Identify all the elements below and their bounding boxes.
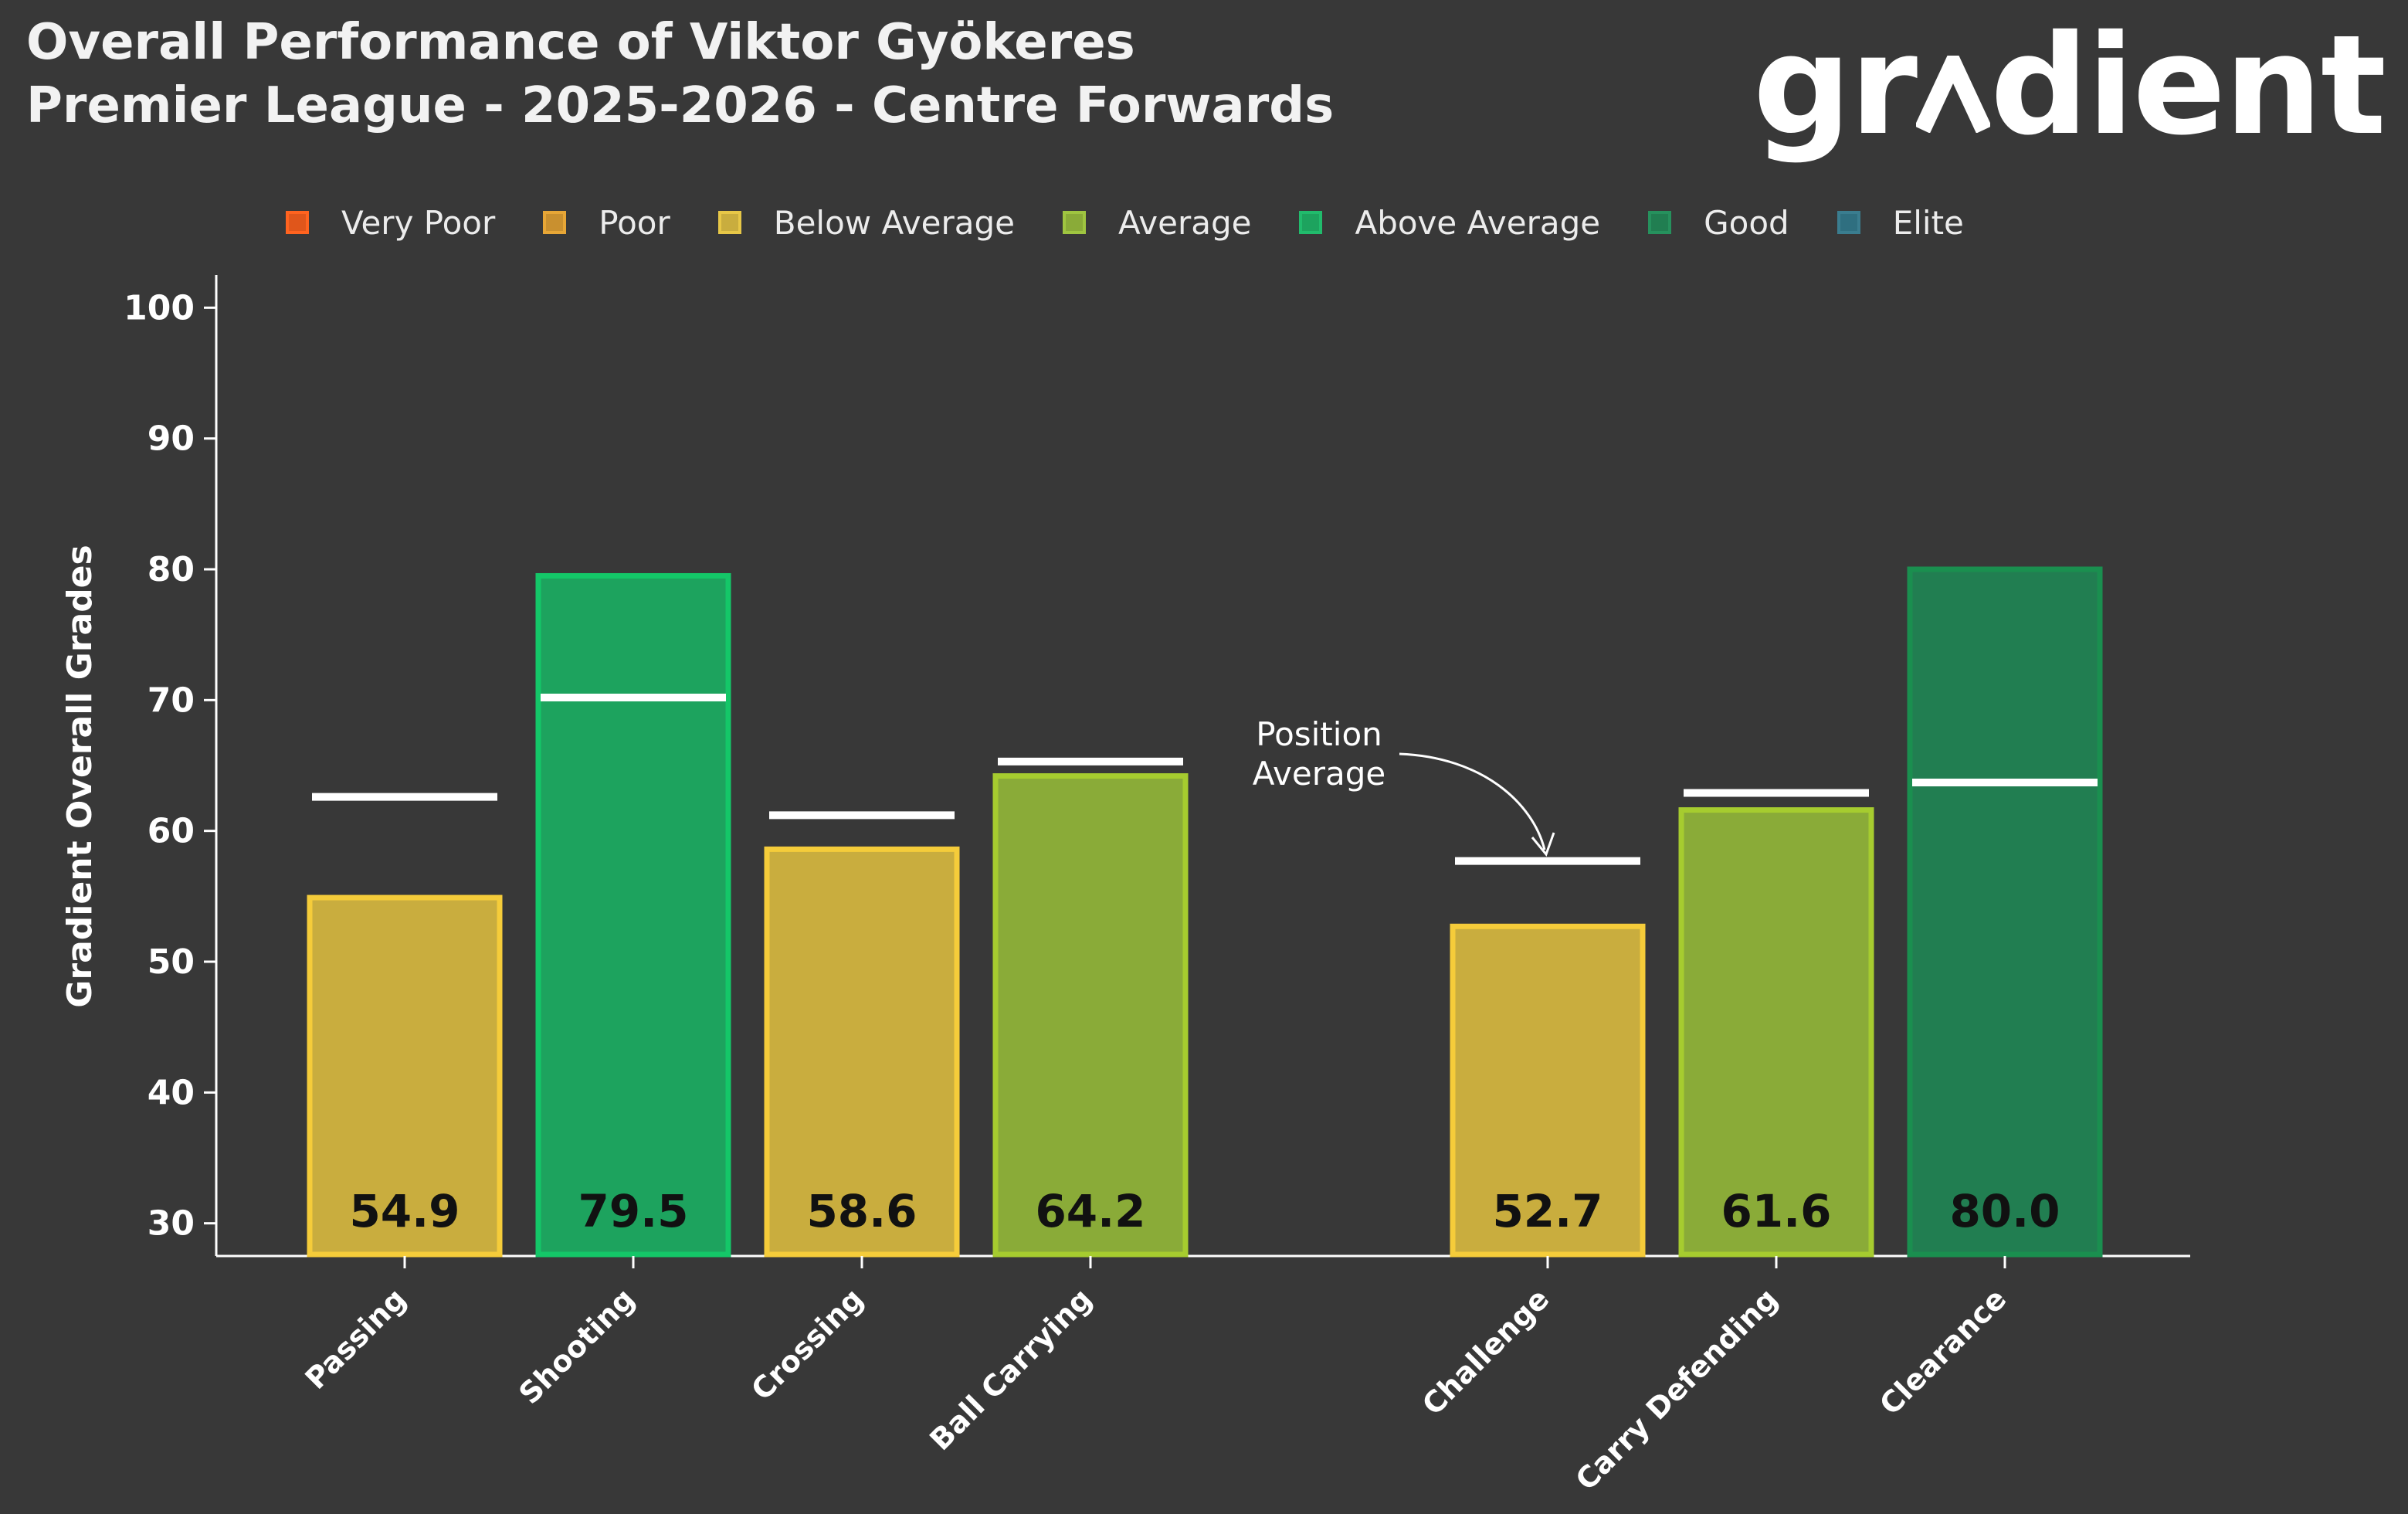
legend-item-good: Good [1648,204,1789,242]
bar-ball-carrying [992,773,1189,1258]
category-label: Shooting [512,1281,641,1410]
legend-label: Elite [1892,203,1964,242]
y-axis-label: Gradient Overall Grades [60,545,100,1007]
category-label: Crossing [744,1281,870,1407]
bar-carry-defending [1678,807,1874,1258]
y-tick-label: 40 [148,1073,195,1112]
value-label: 52.7 [1492,1185,1603,1237]
value-label: 64.2 [1035,1185,1145,1237]
category-label: Ball Carrying [923,1281,1098,1457]
bar-passing [307,894,503,1258]
y-tick-label: 100 [124,288,195,328]
category-label: Carry Defending [1569,1281,1785,1497]
y-tick-label: 80 [148,550,195,589]
legend-swatch [717,211,741,234]
annotation-arrow [1399,752,1546,850]
title-line-2: Premier League - 2025-2026 - Centre Forw… [26,77,1335,134]
legend-label: Very Poor [341,203,496,242]
bar-crossing [764,846,960,1258]
annotation-arrowhead-icon [1531,832,1555,857]
legend-label: Below Average [773,203,1015,242]
annotation-line-2: Average [1253,755,1385,793]
legend-swatch [1648,211,1672,234]
legend-swatch [1837,211,1860,234]
legend-label: Good [1704,203,1789,242]
y-tick-label: 90 [148,419,195,459]
gradient-logo: gr dient [1753,17,2386,154]
annotation-line-1: Position [1256,715,1382,753]
legend-item-below-average: Below Average [717,203,1015,242]
category-label: Passing [299,1281,413,1396]
legend-item-elite: Elite [1837,204,1964,242]
y-tick-label: 60 [148,812,195,851]
legend-swatch [286,211,309,234]
y-tick-label: 30 [148,1204,195,1244]
y-tick-label: 50 [148,942,195,982]
legend-swatch [543,211,567,234]
legend-label: Above Average [1355,203,1601,242]
category-label: Challenge [1416,1281,1555,1421]
logo-text-left: gr [1752,5,1918,165]
legend-item-very-poor: Very Poor [286,204,495,242]
bar-shooting [535,572,731,1258]
value-label: 58.6 [806,1185,917,1237]
y-tick-label: 70 [148,681,195,720]
title-line-1: Overall Performance of Viktor Gyökeres [26,14,1135,71]
value-label: 61.6 [1721,1185,1831,1237]
chart-legend: Very Poor Poor Below Average Average Above A… [286,199,1964,246]
value-label: 79.5 [578,1185,688,1237]
logo-triangle-a-icon [1916,56,1991,133]
legend-item-above-average: Above Average [1299,204,1600,242]
value-label: 54.9 [349,1185,460,1237]
legend-label: Poor [599,203,670,242]
legend-label: Average [1118,203,1252,242]
legend-swatch [1299,211,1323,234]
legend-swatch [1062,211,1086,234]
legend-item-average: Average [1062,203,1252,242]
bar-challenge [1450,923,1646,1258]
logo-text-right: dient [1990,5,2386,165]
legend-item-poor: Poor [543,204,670,242]
chart-title: Overall Performance of Viktor Gyökeres P… [26,11,1334,137]
bar-clearance [1907,566,2103,1258]
category-label: Clearance [1873,1281,2013,1421]
value-label: 80.0 [1949,1185,2060,1237]
